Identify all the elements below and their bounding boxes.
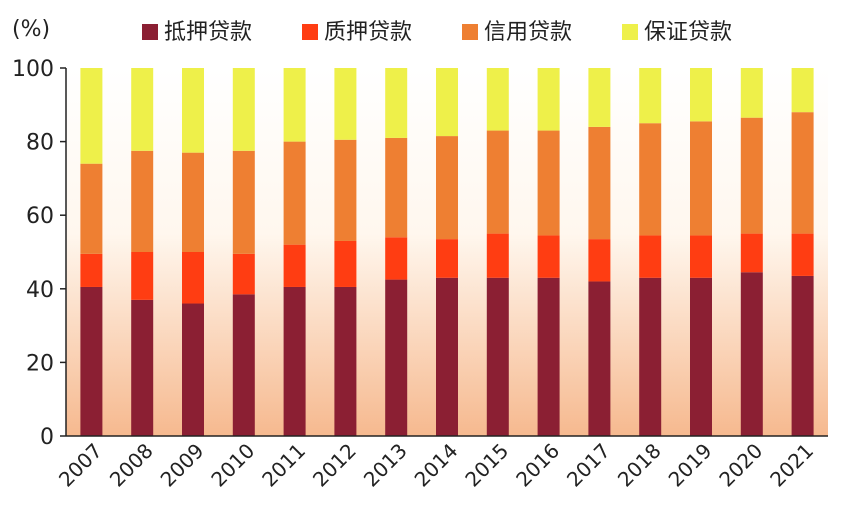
bar-segment-2017-s1: [588, 239, 611, 282]
bar-segment-2011-s0: [283, 286, 306, 436]
bar-segment-2018-s0: [639, 277, 662, 436]
bar-segment-2019-s0: [690, 277, 712, 436]
bar-segment-2012-s0: [334, 286, 357, 436]
bar-segment-2007-s1: [80, 253, 103, 287]
bar-segment-2009-s0: [182, 303, 204, 436]
bar-segment-2017-s0: [588, 281, 611, 436]
bar-segment-2021-s1: [791, 233, 814, 276]
bar-segment-2010-s3: [232, 68, 255, 151]
bar-segment-2021-s2: [791, 112, 814, 234]
y-tick-label: 100: [12, 57, 54, 82]
bar-segment-2010-s0: [232, 294, 255, 436]
x-tick-label: 2019: [664, 439, 717, 492]
bar-segment-2021-s3: [791, 68, 814, 113]
bar-segment-2018-s1: [639, 235, 662, 278]
bar-segment-2014-s2: [436, 136, 458, 240]
x-tick-label: 2010: [206, 439, 259, 492]
bar-segment-2013-s1: [385, 237, 408, 280]
bar-segment-2009-s3: [182, 68, 204, 153]
y-tick-label: 20: [26, 351, 54, 376]
x-axis: 2007200820092010201120122013201420152016…: [54, 439, 818, 492]
bar-segment-2014-s0: [436, 277, 458, 436]
bar-segment-2007-s3: [80, 68, 103, 164]
bar-segment-2017-s3: [588, 68, 611, 127]
bar-segment-2008-s1: [131, 252, 154, 300]
bar-segment-2008-s3: [131, 68, 154, 151]
bar-segment-2012-s2: [334, 139, 357, 241]
x-tick-label: 2020: [714, 439, 767, 492]
x-tick-label: 2009: [156, 439, 209, 492]
bar-segment-2020-s1: [740, 233, 763, 273]
bar-segment-2012-s1: [334, 240, 357, 287]
x-tick-label: 2014: [410, 439, 463, 492]
bar-segment-2015-s3: [486, 68, 509, 131]
legend-label: 信用贷款: [484, 20, 572, 45]
bar-segment-2018-s2: [639, 123, 662, 236]
legend-swatch: [302, 24, 318, 40]
bar-segment-2013-s2: [385, 137, 408, 238]
legend-label: 质押贷款: [324, 20, 412, 45]
bar-segment-2014-s3: [436, 68, 458, 137]
bar-segment-2020-s3: [740, 68, 763, 118]
x-tick-label: 2011: [257, 439, 310, 492]
y-tick-label: 80: [26, 131, 54, 156]
bar-segment-2007-s0: [80, 286, 103, 436]
bar-segment-2018-s3: [639, 68, 662, 124]
y-tick-label: 60: [26, 204, 54, 229]
bar-segment-2011-s2: [283, 141, 306, 245]
legend: 抵押贷款 质押贷款 信用贷款 保证贷款: [142, 20, 732, 45]
y-tick-label: 0: [40, 425, 54, 450]
bar-segment-2015-s1: [486, 233, 509, 278]
bar-segment-2014-s1: [436, 239, 458, 278]
bar-segment-2013-s3: [385, 68, 408, 138]
legend-label: 保证贷款: [644, 20, 732, 45]
x-tick-label: 2021: [765, 439, 818, 492]
x-tick-label: 2015: [460, 439, 513, 492]
legend-swatch: [142, 24, 158, 40]
bars-group: [80, 68, 814, 436]
bar-segment-2010-s1: [232, 253, 255, 295]
bar-segment-2012-s3: [334, 68, 357, 140]
bar-segment-2009-s1: [182, 252, 204, 304]
bar-segment-2019-s3: [690, 68, 712, 122]
bar-segment-2020-s2: [740, 117, 763, 234]
bar-segment-2013-s0: [385, 279, 408, 436]
bar-segment-2010-s2: [232, 150, 255, 254]
y-tick-label: 40: [26, 278, 54, 303]
y-axis: 0 20 40 60 80 100: [12, 57, 66, 450]
bar-segment-2015-s2: [486, 130, 509, 234]
bar-segment-2019-s1: [690, 235, 712, 278]
bar-segment-2008-s2: [131, 150, 154, 252]
x-tick-label: 2017: [562, 439, 615, 492]
bar-segment-2016-s1: [537, 235, 560, 278]
bar-segment-2021-s0: [791, 275, 814, 436]
legend-swatch: [462, 24, 478, 40]
legend-swatch: [622, 24, 638, 40]
bar-segment-2008-s0: [131, 299, 154, 436]
bar-segment-2015-s0: [486, 277, 509, 436]
x-tick-label: 2018: [613, 439, 666, 492]
bar-segment-2017-s2: [588, 126, 611, 240]
x-tick-label: 2007: [54, 439, 107, 492]
x-tick-label: 2012: [308, 439, 361, 492]
x-tick-label: 2016: [511, 439, 564, 492]
bar-segment-2016-s3: [537, 68, 560, 131]
y-axis-unit-label: (%): [12, 17, 50, 42]
bar-segment-2016-s0: [537, 277, 560, 436]
bar-segment-2020-s0: [740, 272, 763, 436]
x-tick-label: 2008: [105, 439, 158, 492]
bar-segment-2011-s1: [283, 244, 306, 287]
bar-segment-2016-s2: [537, 130, 560, 236]
bar-segment-2009-s2: [182, 152, 204, 252]
bar-segment-2019-s2: [690, 121, 712, 236]
bar-segment-2007-s2: [80, 163, 103, 254]
legend-label: 抵押贷款: [164, 20, 252, 45]
x-tick-label: 2013: [359, 439, 412, 492]
bar-segment-2011-s3: [283, 68, 306, 142]
